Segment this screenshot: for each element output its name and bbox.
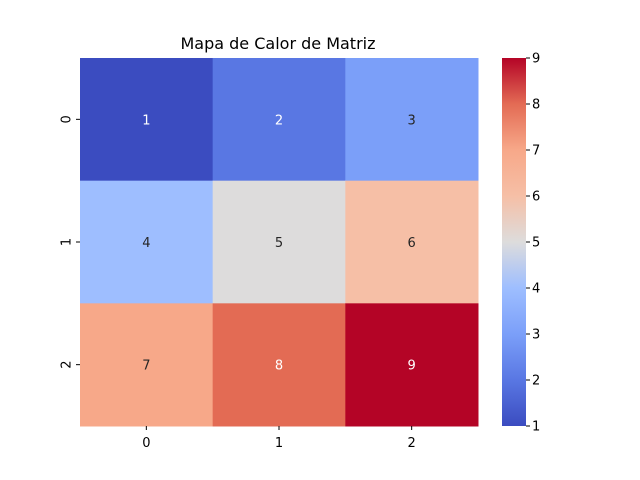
y-tick-label: 0 [60,115,75,123]
y-axis: 0 1 2 [60,115,80,369]
heatmap-cell-r2-c2 [345,303,479,427]
colorbar-tick-label: 7 [532,144,540,159]
cell-value-label: 7 [142,359,150,374]
heatmap-cell-r0-c0 [80,58,214,182]
heatmap-cell-r0-c2 [345,58,479,182]
colorbar-tick-label: 8 [532,98,540,113]
colorbar-axis: 1 2 3 4 5 6 7 8 9 [526,52,540,435]
heatmap-cell-r1-c1 [212,180,346,304]
cell-value-label: 5 [275,236,283,251]
heatmap-cells [80,58,479,427]
x-axis: 0 1 2 [142,426,416,451]
colorbar-tick-label: 2 [532,374,540,389]
cell-value-label: 6 [408,236,416,251]
heatmap-cell-r0-c1 [212,58,346,182]
colorbar-tick-label: 1 [532,420,540,435]
x-tick-label: 1 [275,436,283,451]
colorbar-tick-label: 5 [532,236,540,251]
cell-value-label: 4 [142,236,150,251]
cell-value-label: 1 [142,113,150,128]
heatmap-cell-labels: 1 2 3 4 5 6 7 8 9 [142,113,416,373]
y-tick-label: 2 [60,361,75,369]
heatmap-cell-r1-c2 [345,180,479,304]
colorbar [502,58,526,426]
y-tick-label: 1 [60,238,75,246]
x-tick-label: 0 [142,436,150,451]
cell-value-label: 3 [408,113,416,128]
heatmap-cell-r1-c0 [80,180,214,304]
cell-value-label: 8 [275,359,283,374]
chart-title: Mapa de Calor de Matriz [180,34,375,53]
colorbar-tick-label: 9 [532,52,540,67]
heatmap-cell-r2-c0 [80,303,214,427]
colorbar-tick-label: 3 [532,328,540,343]
cell-value-label: 2 [275,113,283,128]
cell-value-label: 9 [408,359,416,374]
heatmap-cell-r2-c1 [212,303,346,427]
colorbar-tick-label: 4 [532,282,540,297]
colorbar-tick-label: 6 [532,190,540,205]
x-tick-label: 2 [408,436,416,451]
